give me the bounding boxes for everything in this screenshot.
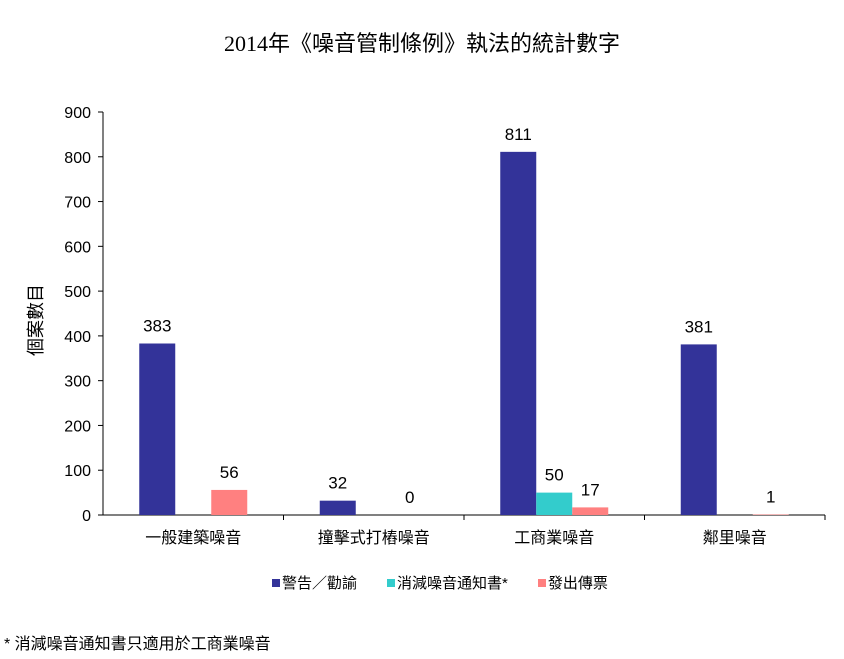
- data-label: 32: [328, 474, 347, 493]
- y-axis-label: 個案數目: [26, 284, 46, 356]
- y-tick-label: 300: [64, 374, 91, 391]
- x-tick-label: 鄰里噪音: [703, 529, 767, 547]
- bar: [680, 344, 717, 515]
- data-label: 811: [505, 125, 532, 144]
- y-tick-label: 100: [64, 463, 91, 480]
- y-tick-label: 600: [64, 239, 91, 256]
- y-tick-label: 700: [64, 195, 91, 212]
- x-tick-label: 工商業噪音: [514, 529, 594, 547]
- bar: [500, 151, 537, 515]
- data-label: 381: [685, 317, 713, 336]
- data-label: 56: [220, 463, 239, 482]
- y-tick-label: 400: [64, 329, 91, 346]
- legend-label: 警告／勸諭: [282, 575, 358, 592]
- legend-label: 發出傳票: [547, 575, 608, 592]
- legend-item: 發出傳票: [537, 572, 608, 593]
- y-tick-label: 800: [64, 150, 91, 167]
- y-tick-label: 500: [64, 284, 91, 301]
- x-tick-label: 撞擊式打樁噪音: [318, 529, 430, 547]
- y-tick-label: 0: [82, 508, 91, 525]
- bar: [536, 492, 573, 515]
- data-label: 50: [545, 466, 564, 485]
- y-tick-label: 900: [64, 105, 91, 122]
- x-tick-label: 一般建築噪音: [145, 529, 241, 547]
- bar: [572, 507, 609, 515]
- legend-item: 消減噪音通知書*: [387, 572, 508, 593]
- footnote: * 消減噪音通知書只適用於工商業噪音: [4, 636, 271, 653]
- chart-title: 2014年《噪音管制條例》執法的統計數字: [223, 31, 620, 56]
- data-label: 1: [766, 488, 775, 507]
- data-label: 383: [143, 317, 171, 336]
- legend-swatch: [537, 578, 546, 587]
- legend-label: 消減噪音通知書*: [397, 575, 508, 592]
- legend: 警告／勸諭 消減噪音通知書* 發出傳票: [272, 572, 608, 593]
- data-label: 17: [581, 480, 600, 499]
- legend-swatch: [272, 578, 280, 587]
- legend-item: 警告／勸諭: [272, 572, 357, 593]
- bar: [211, 489, 248, 515]
- bar: [319, 500, 356, 515]
- legend-swatch: [387, 578, 396, 587]
- y-tick-label: 200: [64, 418, 91, 435]
- data-label: 0: [405, 488, 414, 507]
- bar-chart: 0100200300400500600700800900個案數目一般建築噪音38…: [26, 105, 826, 547]
- bar: [139, 343, 176, 515]
